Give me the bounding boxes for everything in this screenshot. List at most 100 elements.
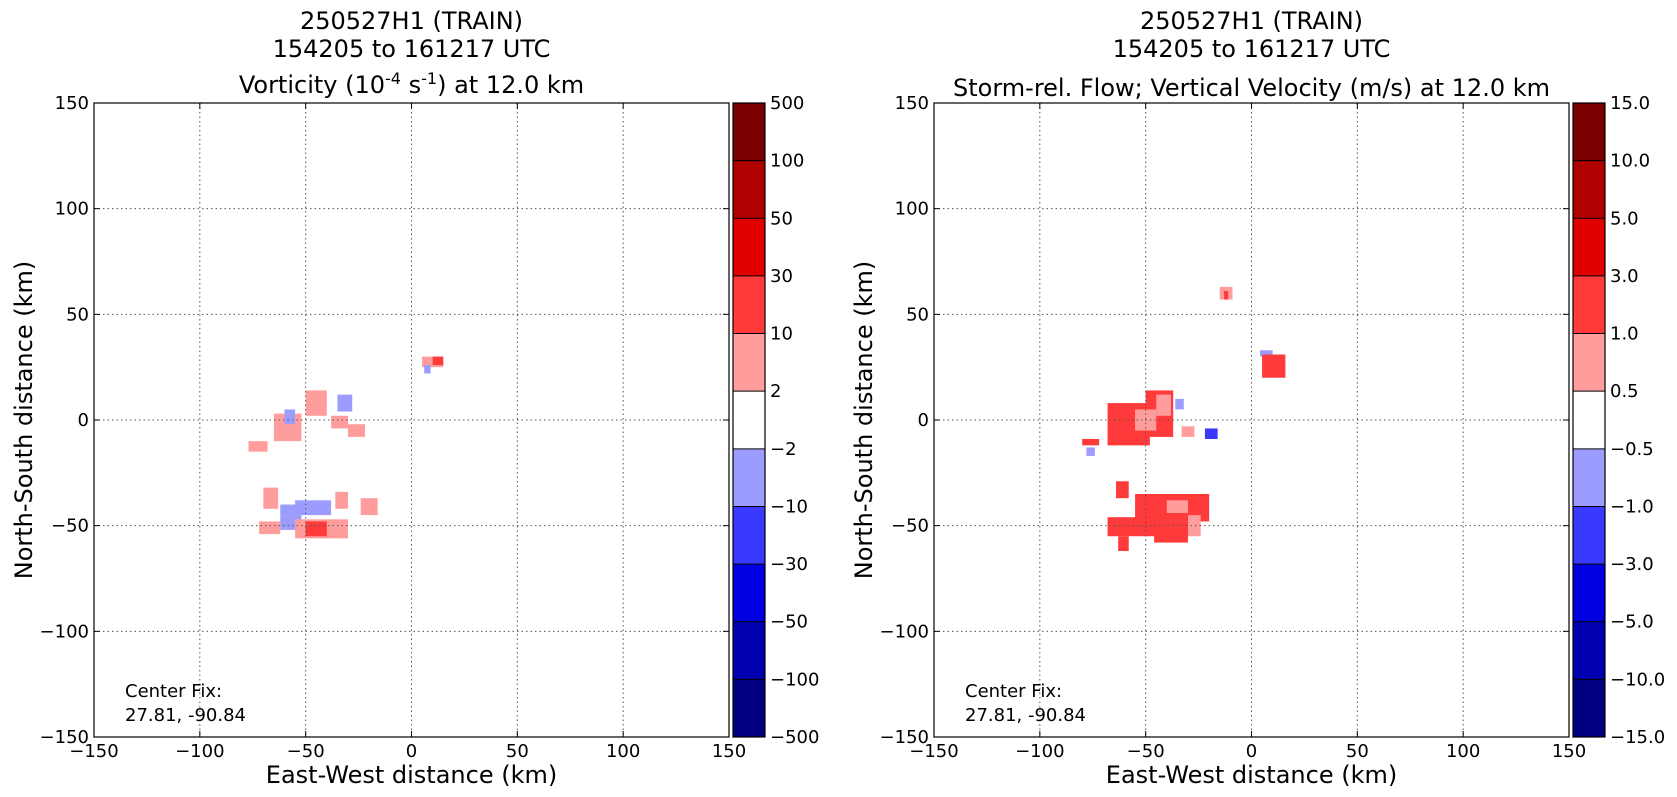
colorbar-tick-label: 1.0 <box>1610 324 1639 345</box>
data-region <box>1154 521 1188 543</box>
colorbar-tick-label: −0.5 <box>1610 439 1654 460</box>
y-axis-label: North-South distance (km) <box>10 261 38 580</box>
data-region <box>1118 536 1129 552</box>
y-tick-label: −100 <box>880 621 929 642</box>
colorbar-bin <box>733 391 765 449</box>
colorbar-bin <box>1573 333 1605 392</box>
colorbar-tick-label: −1.0 <box>1610 496 1654 517</box>
chart-panel-1: −150−150−100−100−50−50005050100100150150… <box>10 7 819 789</box>
colorbar-tick-label: 0.5 <box>1610 381 1639 402</box>
x-tick-label: 0 <box>406 741 417 762</box>
colorbar-tick-label: −10.0 <box>1610 669 1665 690</box>
data-region <box>1166 500 1188 513</box>
colorbar-tick-label: 30 <box>770 266 793 287</box>
title-part-sup1: -4 <box>385 69 401 88</box>
colorbar-tick-label: 50 <box>770 208 793 229</box>
colorbar-bin <box>1573 103 1605 161</box>
colorbar-tick-label: −2 <box>770 439 797 460</box>
x-tick-label: −150 <box>69 741 118 762</box>
colorbar-bin <box>733 448 765 507</box>
colorbar-bin <box>1573 506 1605 565</box>
y-tick-label: −150 <box>880 727 929 748</box>
colorbar-tick-label: −500 <box>770 727 819 748</box>
y-tick-label: −150 <box>40 727 89 748</box>
colorbar: 500 100 50 30 10 2 −2 −10 −30 −50 −100 −500 <box>732 93 819 748</box>
chart-title: 250527H1 (TRAIN) <box>1140 7 1363 35</box>
colorbar-bin <box>1573 679 1605 737</box>
x-tick-label: −150 <box>909 741 958 762</box>
colorbar-tick-label: 10.0 <box>1610 151 1650 172</box>
x-axis-label: East-West distance (km) <box>266 761 557 789</box>
data-region <box>248 441 268 452</box>
title-part-sup2: -1 <box>421 69 437 88</box>
colorbar-bin <box>733 679 765 737</box>
data-region <box>331 415 348 429</box>
data-region <box>1156 394 1172 416</box>
chart-subtitle: 154205 to 161217 UTC <box>1113 35 1391 63</box>
title-part-mid: s <box>401 71 421 99</box>
data-region <box>348 424 365 437</box>
colorbar-tick-label: 3.0 <box>1610 266 1639 287</box>
data-region <box>1116 481 1129 499</box>
colorbar-bin <box>733 621 765 680</box>
colorbar-tick-label: −30 <box>770 554 808 575</box>
data-region <box>1082 439 1100 446</box>
colorbar-bin <box>733 275 765 334</box>
colorbar-bin <box>1573 218 1605 276</box>
chart-subtitle: 154205 to 161217 UTC <box>273 35 551 63</box>
colorbar-bin <box>1573 621 1605 680</box>
colorbar-tick-label: 15.0 <box>1610 93 1650 114</box>
data-region <box>284 409 296 425</box>
colorbar-tick-label: 10 <box>770 324 793 345</box>
y-tick-label: 100 <box>895 199 929 220</box>
y-tick-label: 150 <box>895 93 929 114</box>
colorbar-bin <box>1573 564 1605 622</box>
x-tick-label: 0 <box>1246 741 1257 762</box>
colorbar-tick-label: −100 <box>770 669 819 690</box>
colorbar-tick-label: −15.0 <box>1610 727 1665 748</box>
x-tick-label: −100 <box>175 741 224 762</box>
data-region <box>295 500 332 516</box>
data-region <box>280 504 302 516</box>
colorbar-frame <box>732 102 766 738</box>
x-tick-label: 100 <box>606 741 640 762</box>
y-tick-label: 150 <box>55 93 89 114</box>
colorbar-bin <box>1573 391 1605 449</box>
colorbar-tick-label: −50 <box>770 612 808 633</box>
data-region <box>424 365 431 374</box>
data-region <box>1223 291 1229 300</box>
chart-title-line-3: Vorticity (10-4 s-1) at 12.0 km <box>239 69 584 99</box>
chart-panel-2: −150−150 −100 −100 −50 −50 0 0 50 50 100 100 150 150… <box>850 7 1665 789</box>
data-region <box>360 498 378 516</box>
data-region <box>305 521 327 537</box>
data-region <box>259 521 281 535</box>
x-tick-label: −50 <box>1127 741 1165 762</box>
data-region <box>337 394 353 412</box>
colorbar-bin <box>733 564 765 622</box>
x-axis-label: East-West distance (km) <box>1106 761 1397 789</box>
x-tick-label: 50 <box>506 741 529 762</box>
colorbar-tick-label: −5.0 <box>1610 612 1654 633</box>
colorbar-bin <box>1573 160 1605 219</box>
chart-title: 250527H1 (TRAIN) <box>300 7 523 35</box>
x-tick-label: 50 <box>1346 741 1369 762</box>
y-tick-label: 50 <box>66 304 89 325</box>
y-axis-label: North-South distance (km) <box>850 261 878 580</box>
colorbar-tick-label: 500 <box>770 93 804 114</box>
x-tick-label: 150 <box>1552 741 1586 762</box>
colorbar-bin <box>733 506 765 565</box>
center-fix-label: Center Fix: <box>965 681 1062 702</box>
colorbar-bin <box>733 103 765 161</box>
data-region <box>263 487 279 509</box>
y-tick-label: 50 <box>906 304 929 325</box>
y-tick-label: −100 <box>40 621 89 642</box>
data-region <box>335 491 348 509</box>
colorbar-tick-label: 100 <box>770 151 804 172</box>
colorbar: 15.0 10.0 5.0 3.0 1.0 0.5 −0.5 −1.0 −3.0 −5.0 −10.… <box>1572 93 1665 748</box>
y-tick-label: 0 <box>78 410 89 431</box>
colorbar-tick-label: −10 <box>770 496 808 517</box>
data-region <box>1204 428 1218 440</box>
y-tick-label: −50 <box>891 516 929 537</box>
colorbar-bin <box>1573 448 1605 507</box>
